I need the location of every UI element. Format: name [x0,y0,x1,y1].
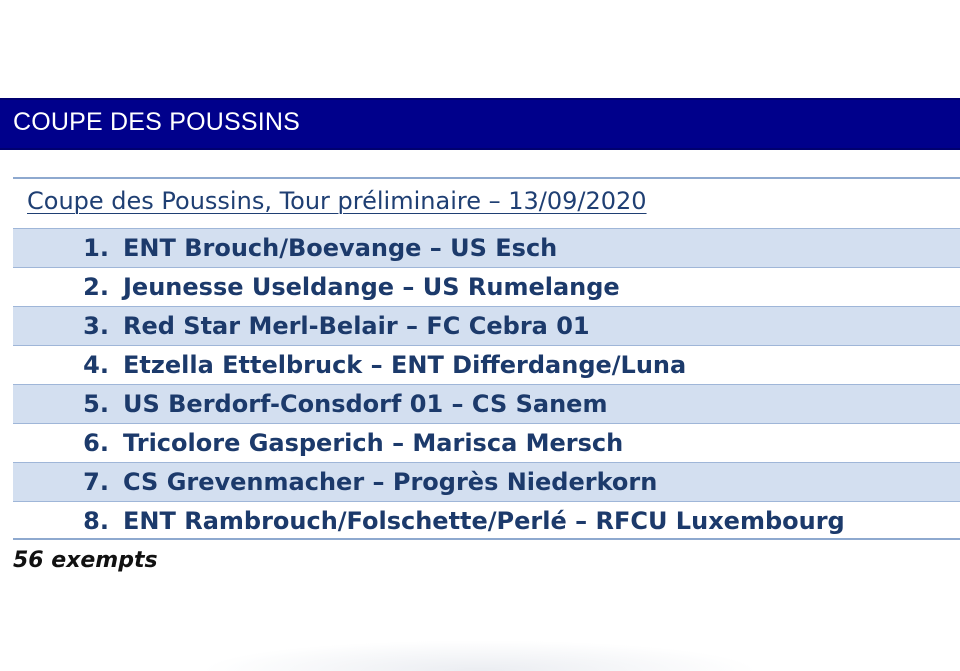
match-number: 1. [83,234,109,262]
match-number: 4. [83,351,109,379]
match-number: 8. [83,507,109,535]
match-number: 7. [83,468,109,496]
exempts-note: 56 exempts [13,548,158,573]
caption-row: Coupe des Poussins, Tour préliminaire – … [13,177,960,228]
match-number: 5. [83,390,109,418]
match-text: ENT Brouch/Boevange – US Esch [123,234,558,262]
table-row: 1. ENT Brouch/Boevange – US Esch [13,228,960,267]
round-caption: Coupe des Poussins, Tour préliminaire – … [27,187,647,215]
match-text: ENT Rambrouch/Folschette/Perlé – RFCU Lu… [123,507,845,535]
bottom-shadow [200,640,760,671]
match-text: CS Grevenmacher – Progrès Niederkorn [123,468,658,496]
match-number: 6. [83,429,109,457]
match-text: Jeunesse Useldange – US Rumelange [123,273,620,301]
match-text: Red Star Merl-Belair – FC Cebra 01 [123,312,590,340]
table-row: 4. Etzella Ettelbruck – ENT Differdange/… [13,345,960,384]
match-text: Tricolore Gasperich – Marisca Mersch [123,429,624,457]
table-row: 2. Jeunesse Useldange – US Rumelange [13,267,960,306]
header-bar: COUPE DES POUSSINS [0,98,960,150]
match-number: 2. [83,273,109,301]
table-row: 6. Tricolore Gasperich – Marisca Mersch [13,423,960,462]
match-number: 3. [83,312,109,340]
match-text: US Berdorf-Consdorf 01 – CS Sanem [123,390,608,418]
table-row: 7. CS Grevenmacher – Progrès Niederkorn [13,462,960,501]
table-row: 8. ENT Rambrouch/Folschette/Perlé – RFCU… [13,501,960,540]
table-row: 3. Red Star Merl-Belair – FC Cebra 01 [13,306,960,345]
fixtures-table: Coupe des Poussins, Tour préliminaire – … [13,177,960,540]
page-title: COUPE DES POUSSINS [13,108,300,136]
table-row: 5. US Berdorf-Consdorf 01 – CS Sanem [13,384,960,423]
match-text: Etzella Ettelbruck – ENT Differdange/Lun… [123,351,687,379]
